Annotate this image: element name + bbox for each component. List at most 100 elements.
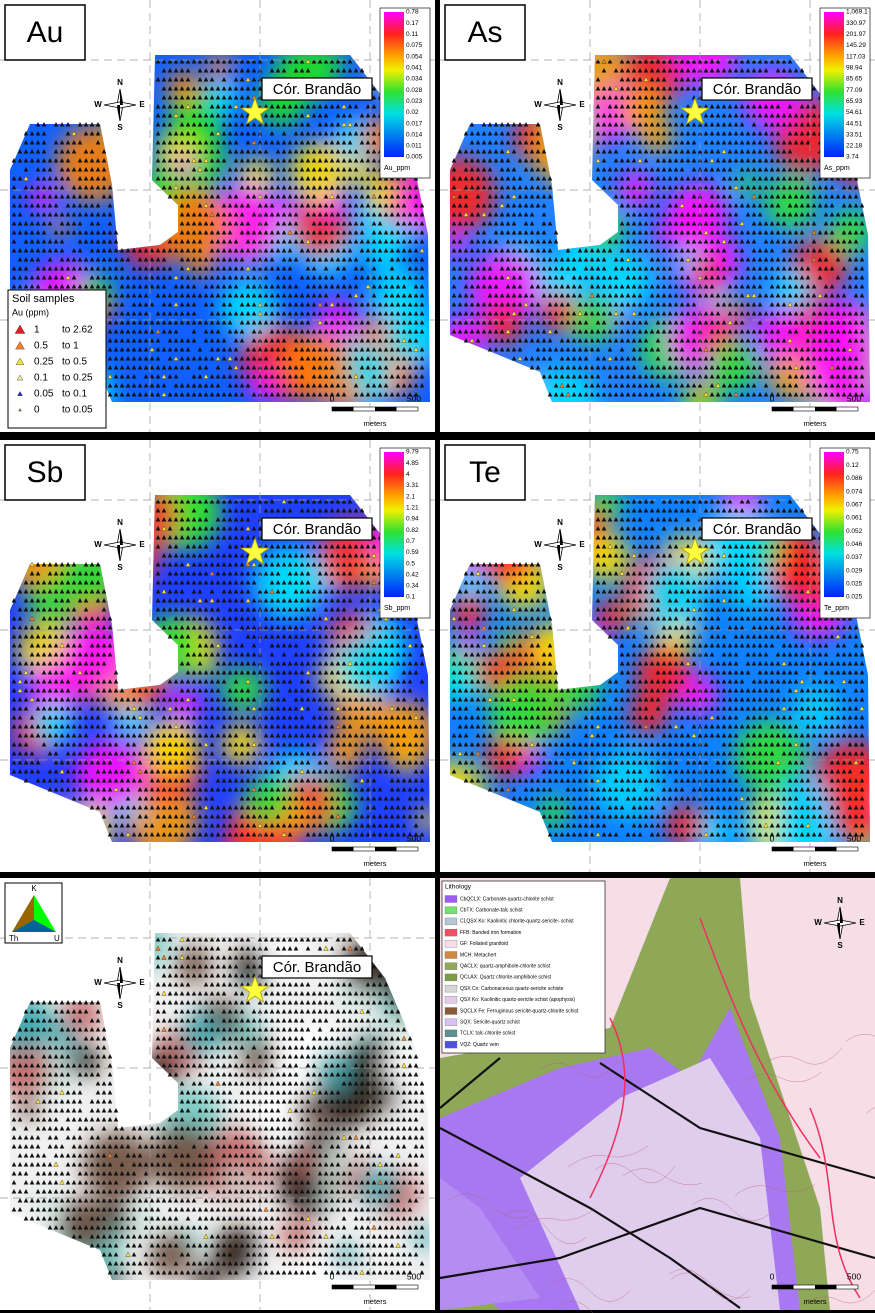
sample-point <box>137 293 143 298</box>
sample-point <box>365 302 371 307</box>
sample-point <box>59 239 65 244</box>
sample-point <box>215 158 221 163</box>
sample-point <box>401 221 407 226</box>
sample-point <box>323 167 329 172</box>
sample-point <box>263 302 269 307</box>
sample-point <box>245 86 251 91</box>
sample-point <box>59 122 65 127</box>
sample-point <box>359 248 365 253</box>
sample-point <box>11 176 17 181</box>
sample-point <box>215 230 221 235</box>
sample-point <box>263 176 269 181</box>
sample-point <box>209 194 215 199</box>
sample-point <box>359 122 365 127</box>
sample-point <box>269 113 275 118</box>
sample-point <box>305 104 311 109</box>
sample-point <box>323 266 329 271</box>
heatmap-blob <box>385 306 430 364</box>
sample-point <box>155 284 161 289</box>
sample-point <box>11 158 17 163</box>
sample-point <box>179 176 185 181</box>
sample-point <box>179 77 185 82</box>
sample-point <box>323 293 329 298</box>
sample-point <box>299 275 305 280</box>
sample-point <box>341 284 347 289</box>
sample-point <box>383 194 389 199</box>
sample-point <box>239 221 245 226</box>
sample-point <box>257 140 263 145</box>
sample-point <box>179 158 185 163</box>
sample-point <box>233 176 239 181</box>
sample-point <box>281 68 287 73</box>
sample-point <box>179 221 185 226</box>
sample-point <box>173 301 179 307</box>
sample-point <box>191 257 197 262</box>
sample-point <box>299 311 305 316</box>
heatmap-blob <box>282 802 315 835</box>
sample-point <box>185 203 191 208</box>
sample-point <box>353 212 359 217</box>
sample-point <box>197 194 203 199</box>
sample-point <box>221 257 227 262</box>
sample-point <box>173 248 179 253</box>
sample-point <box>167 131 173 136</box>
sample-point <box>239 176 245 181</box>
sample-point <box>35 158 41 163</box>
sample-point <box>197 203 203 208</box>
sample-point <box>359 266 365 271</box>
sample-point <box>179 293 185 298</box>
sample-point <box>317 185 323 190</box>
sample-point <box>311 167 317 172</box>
sample-point <box>269 59 275 64</box>
sample-point <box>77 122 83 127</box>
sample-point <box>251 149 257 154</box>
sample-point <box>65 221 71 226</box>
sample-point <box>197 239 203 244</box>
sample-point <box>137 275 143 280</box>
sample-point <box>137 248 143 253</box>
sample-point <box>191 230 197 235</box>
sample-point <box>71 140 77 145</box>
sample-point <box>161 149 167 154</box>
sample-point <box>35 194 41 199</box>
sample-point <box>317 293 323 298</box>
sample-point <box>185 95 191 100</box>
sample-point <box>215 293 221 298</box>
sample-point <box>395 275 401 280</box>
sample-point <box>245 68 251 73</box>
sample-point <box>377 239 383 244</box>
sample-point <box>293 104 299 109</box>
sample-point <box>371 104 377 109</box>
sample-point <box>107 230 113 235</box>
sample-point <box>329 311 335 316</box>
sample-point <box>347 104 353 109</box>
sample-point <box>239 104 245 109</box>
sample-point <box>389 185 395 190</box>
sample-point <box>317 284 323 289</box>
sample-point <box>227 302 233 307</box>
sample-point <box>191 302 197 307</box>
sample-point <box>59 257 65 262</box>
sample-point <box>125 311 131 316</box>
sample-point <box>227 122 233 127</box>
sample-point <box>275 221 281 226</box>
sample-point <box>335 113 341 118</box>
sample-point <box>35 248 41 253</box>
sample-point <box>203 86 209 91</box>
sample-point <box>341 176 347 181</box>
sample-point <box>365 257 371 262</box>
sample-point <box>233 122 239 127</box>
sample-point <box>35 140 41 145</box>
sample-point <box>89 275 95 280</box>
sample-point <box>179 122 185 127</box>
sample-point <box>233 221 239 226</box>
sample-point <box>269 320 275 325</box>
sample-point <box>293 302 299 307</box>
sample-point <box>191 293 197 298</box>
sample-point <box>143 311 149 316</box>
sample-point <box>179 248 185 253</box>
colorbar-label: 0.075 <box>406 42 423 49</box>
sample-point <box>47 167 53 172</box>
sample-point <box>185 131 191 136</box>
sample-point <box>221 59 227 64</box>
